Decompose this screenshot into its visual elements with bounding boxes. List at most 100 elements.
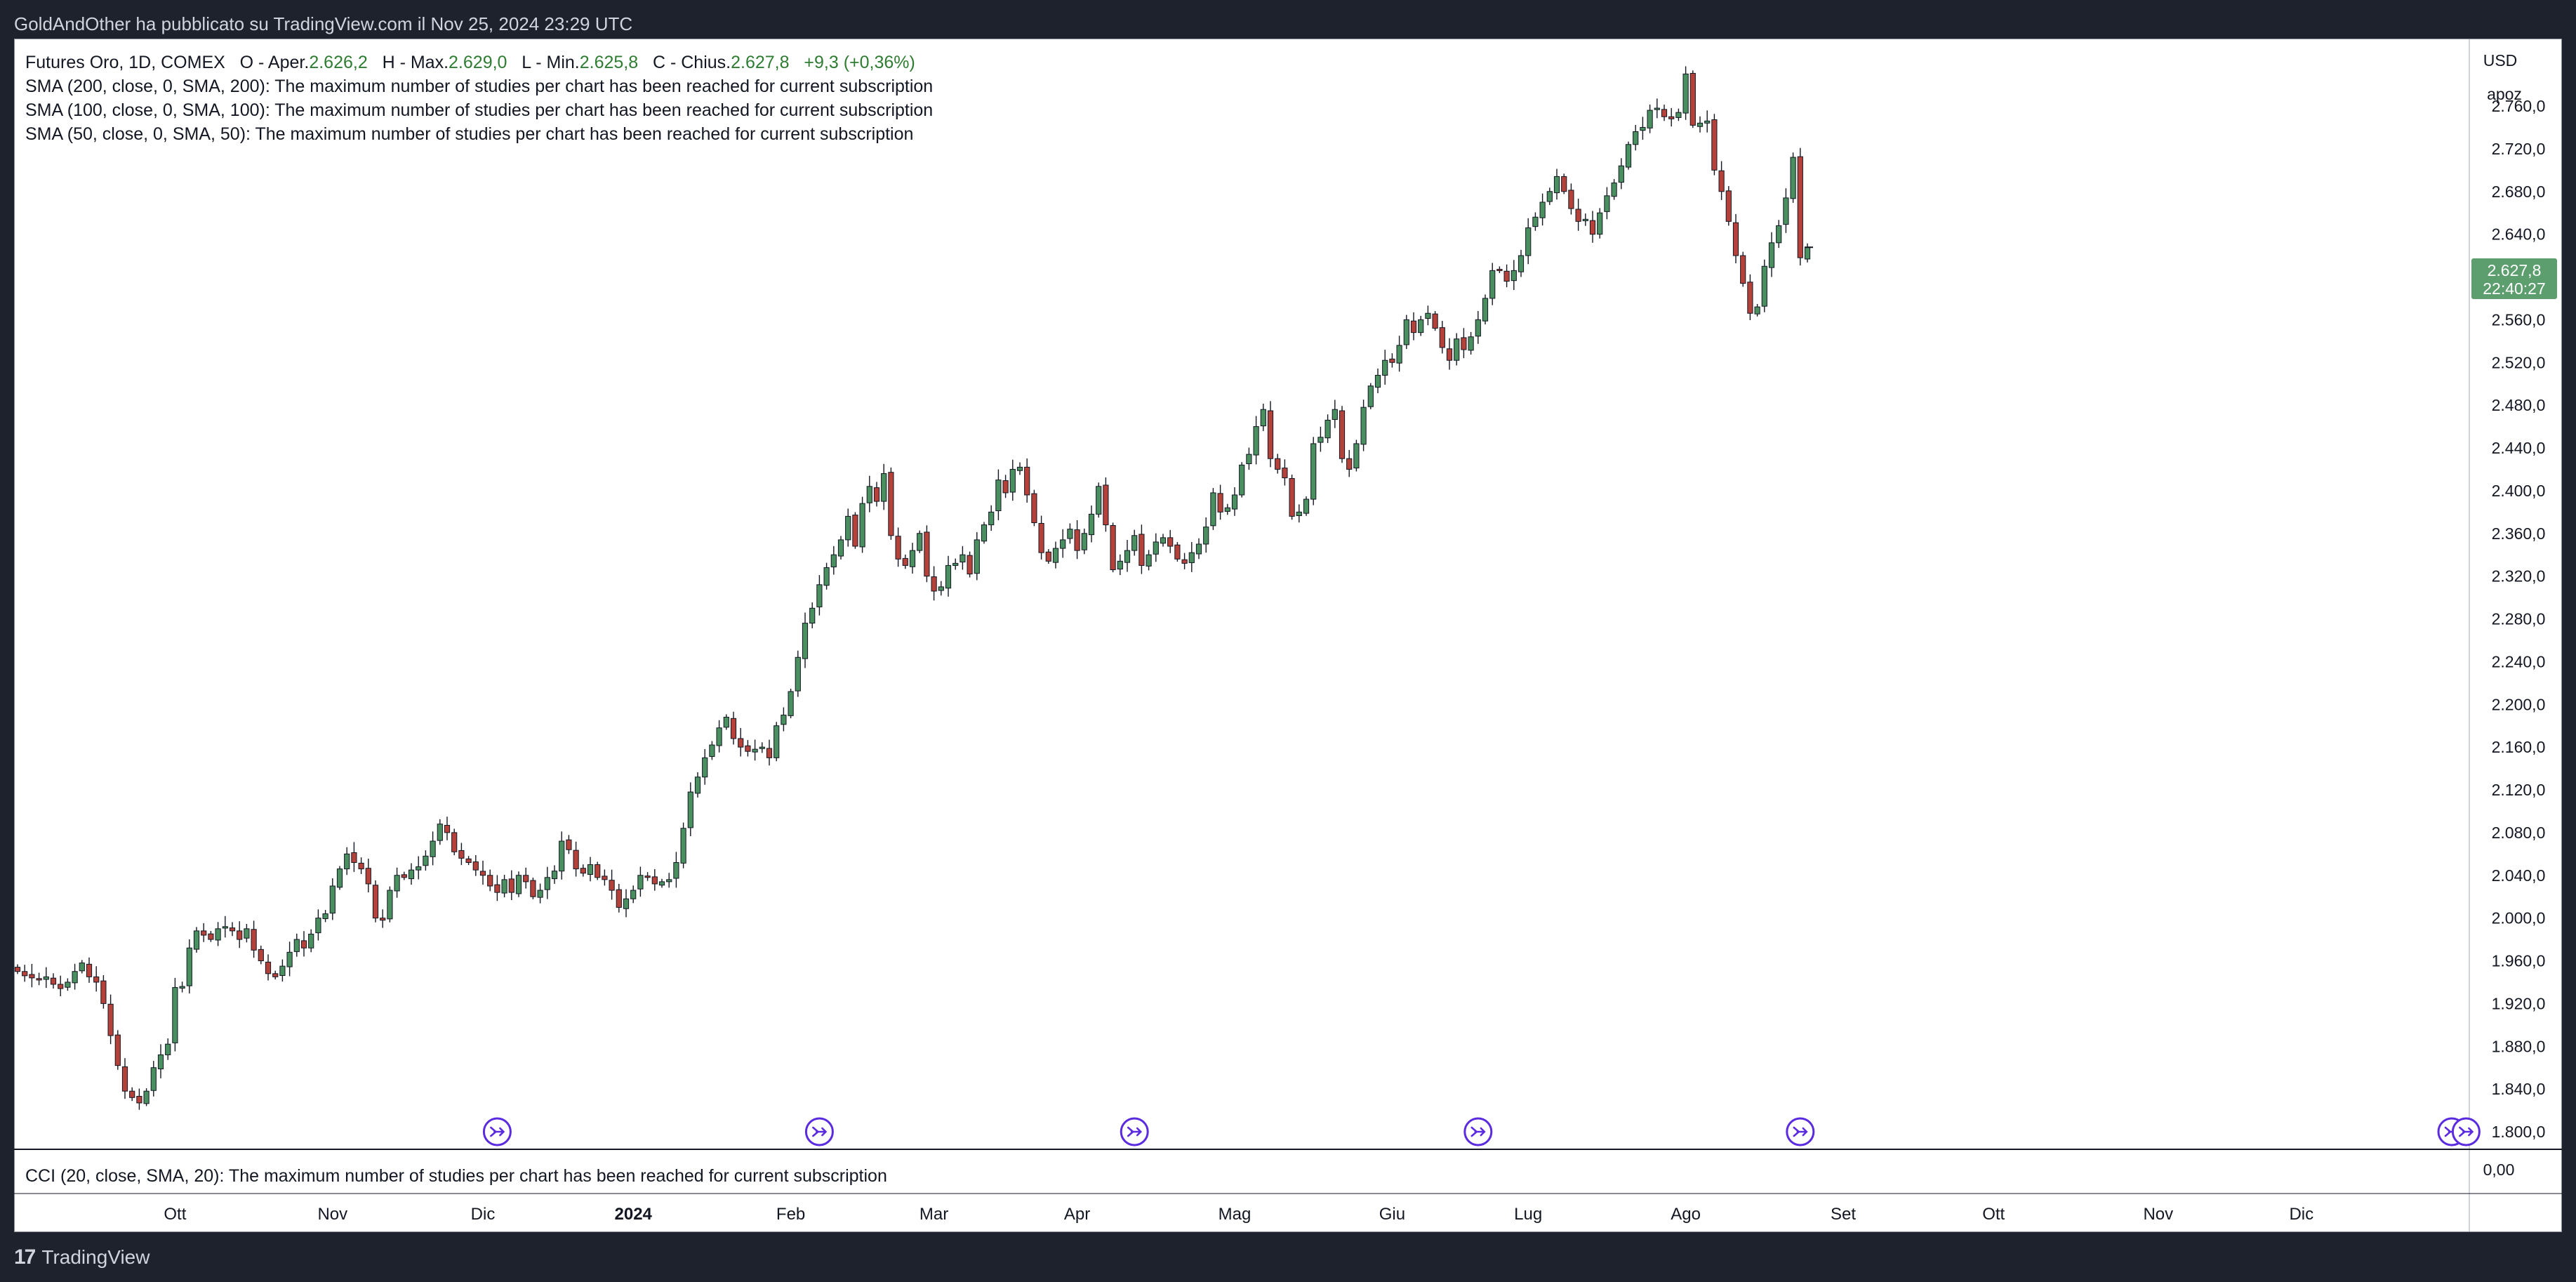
- candle-up: [802, 623, 809, 659]
- candle-up: [687, 791, 693, 828]
- candle-down: [237, 930, 243, 940]
- sma100-row[interactable]: SMA (100, close, 0, SMA, 100): The maxim…: [25, 100, 934, 120]
- price-tick-label: 2.240,0: [2492, 652, 2546, 670]
- candle-up: [1647, 110, 1653, 128]
- candle-up: [1532, 216, 1539, 227]
- candle-up: [1582, 218, 1588, 221]
- event-arrow-icon: [2459, 1126, 2474, 1137]
- price-tick-label: 1.960,0: [2492, 952, 2546, 970]
- candle-up: [774, 725, 780, 758]
- event-arrow-icon: [490, 1126, 505, 1137]
- candle-up: [788, 691, 794, 716]
- candle-down: [36, 978, 42, 981]
- time-tick-label: Nov: [317, 1205, 347, 1224]
- candle-up: [1239, 464, 1245, 496]
- candle-up: [673, 861, 679, 879]
- price-tick-label: 2.120,0: [2492, 781, 2546, 799]
- candle-up: [394, 875, 400, 892]
- candle-up: [315, 918, 321, 934]
- candle-up: [72, 971, 78, 984]
- cci-zero-label: 0,00: [2483, 1161, 2515, 1179]
- candle-down: [644, 875, 651, 878]
- candle-up: [65, 982, 71, 988]
- candle-down: [1410, 320, 1417, 333]
- candle-up: [723, 717, 729, 728]
- candle-up: [1324, 419, 1331, 439]
- sma200-row[interactable]: SMA (200, close, 0, SMA, 200): The maxim…: [25, 77, 934, 96]
- symbol-ohlc-row[interactable]: Futures Oro, 1D, COMEX O - Aper.2.626,2 …: [25, 51, 933, 74]
- candle-up: [1210, 492, 1216, 527]
- candle-up: [1253, 426, 1259, 456]
- candle-down: [1740, 255, 1746, 284]
- candle-down: [1575, 209, 1581, 222]
- candle-up: [1296, 511, 1302, 516]
- candle-up: [859, 503, 865, 548]
- time-tick-label: Ago: [1671, 1205, 1701, 1224]
- time-axis[interactable]: Ott Nov Dic 2024 Feb Mar Apr Mag Giu Lug Ago Set Ott…: [164, 1205, 2313, 1224]
- candle-down: [1725, 190, 1732, 222]
- price-tick-label: 2.760,0: [2492, 97, 2546, 115]
- candle-up: [1489, 270, 1496, 299]
- candle-down: [1275, 458, 1281, 470]
- price-tick-label: 2.480,0: [2492, 396, 2546, 414]
- candle-up: [186, 947, 192, 986]
- candle-up: [1067, 529, 1073, 539]
- candle-up: [1382, 359, 1388, 376]
- candle-up: [1332, 409, 1338, 421]
- candle-down: [609, 880, 615, 891]
- candle-down: [129, 1090, 135, 1098]
- candle-down: [1174, 544, 1181, 560]
- candle-up: [1454, 338, 1460, 361]
- price-tick-label: 2.320,0: [2492, 567, 2546, 586]
- candle-up: [408, 869, 415, 880]
- candle-up: [866, 486, 872, 503]
- candle-up: [1804, 246, 1811, 260]
- candle-up: [329, 885, 336, 914]
- candle-down: [201, 930, 207, 936]
- sma50-row[interactable]: SMA (50, close, 0, SMA, 50): The maximum…: [25, 124, 914, 144]
- chart-frame[interactable]: [14, 39, 2562, 1232]
- candle-down: [114, 1034, 121, 1066]
- candle-up: [1374, 375, 1381, 388]
- price-tick-label: 2.720,0: [2492, 140, 2546, 158]
- candle-up: [623, 898, 630, 909]
- candle-down: [1711, 119, 1718, 171]
- candle-up: [952, 562, 959, 566]
- candle-up: [716, 727, 722, 746]
- chart-legend[interactable]: Futures Oro, 1D, COMEX O - Aper.2.626,2 …: [25, 51, 933, 146]
- symbol-title[interactable]: Futures Oro, 1D, COMEX: [25, 53, 225, 72]
- candle-down: [136, 1095, 142, 1104]
- candle-down: [1282, 468, 1288, 479]
- candle-up: [1052, 548, 1059, 563]
- candle-down: [931, 576, 937, 592]
- candle-up: [293, 939, 300, 952]
- time-tick-label: Nov: [2143, 1205, 2173, 1224]
- candle-down: [58, 984, 64, 989]
- candle-down: [1503, 270, 1510, 282]
- open-label: O - Aper.: [239, 53, 310, 72]
- candle-up: [752, 748, 758, 753]
- candle-up: [1096, 486, 1102, 515]
- candle-up: [1195, 543, 1202, 555]
- candle-up: [1131, 535, 1138, 551]
- candle-up: [823, 567, 830, 586]
- candle-up: [1310, 443, 1317, 500]
- price-axis[interactable]: 2.760,02.720,02.680,02.640,02.600,02.560…: [2492, 97, 2546, 1141]
- attribution-bar: GoldAndOther ha pubblicato su TradingVie…: [0, 0, 2576, 39]
- candle-up: [544, 877, 550, 890]
- candle-up: [1675, 112, 1682, 118]
- scale-mode-label[interactable]: apoz: [2487, 85, 2522, 103]
- close-value: 2.627,8: [731, 53, 790, 72]
- currency-label[interactable]: USD: [2483, 51, 2518, 70]
- brand-name: TradingView: [41, 1245, 150, 1268]
- candle-up: [1761, 265, 1767, 307]
- candle-up: [1146, 554, 1152, 567]
- candle-up: [1224, 507, 1230, 512]
- candle-down: [1289, 478, 1295, 517]
- candle-up: [759, 746, 765, 749]
- candle-up: [1403, 319, 1409, 345]
- candle-up: [551, 871, 558, 880]
- price-tick-label: 1.800,0: [2492, 1123, 2546, 1141]
- candle-down: [1668, 116, 1675, 119]
